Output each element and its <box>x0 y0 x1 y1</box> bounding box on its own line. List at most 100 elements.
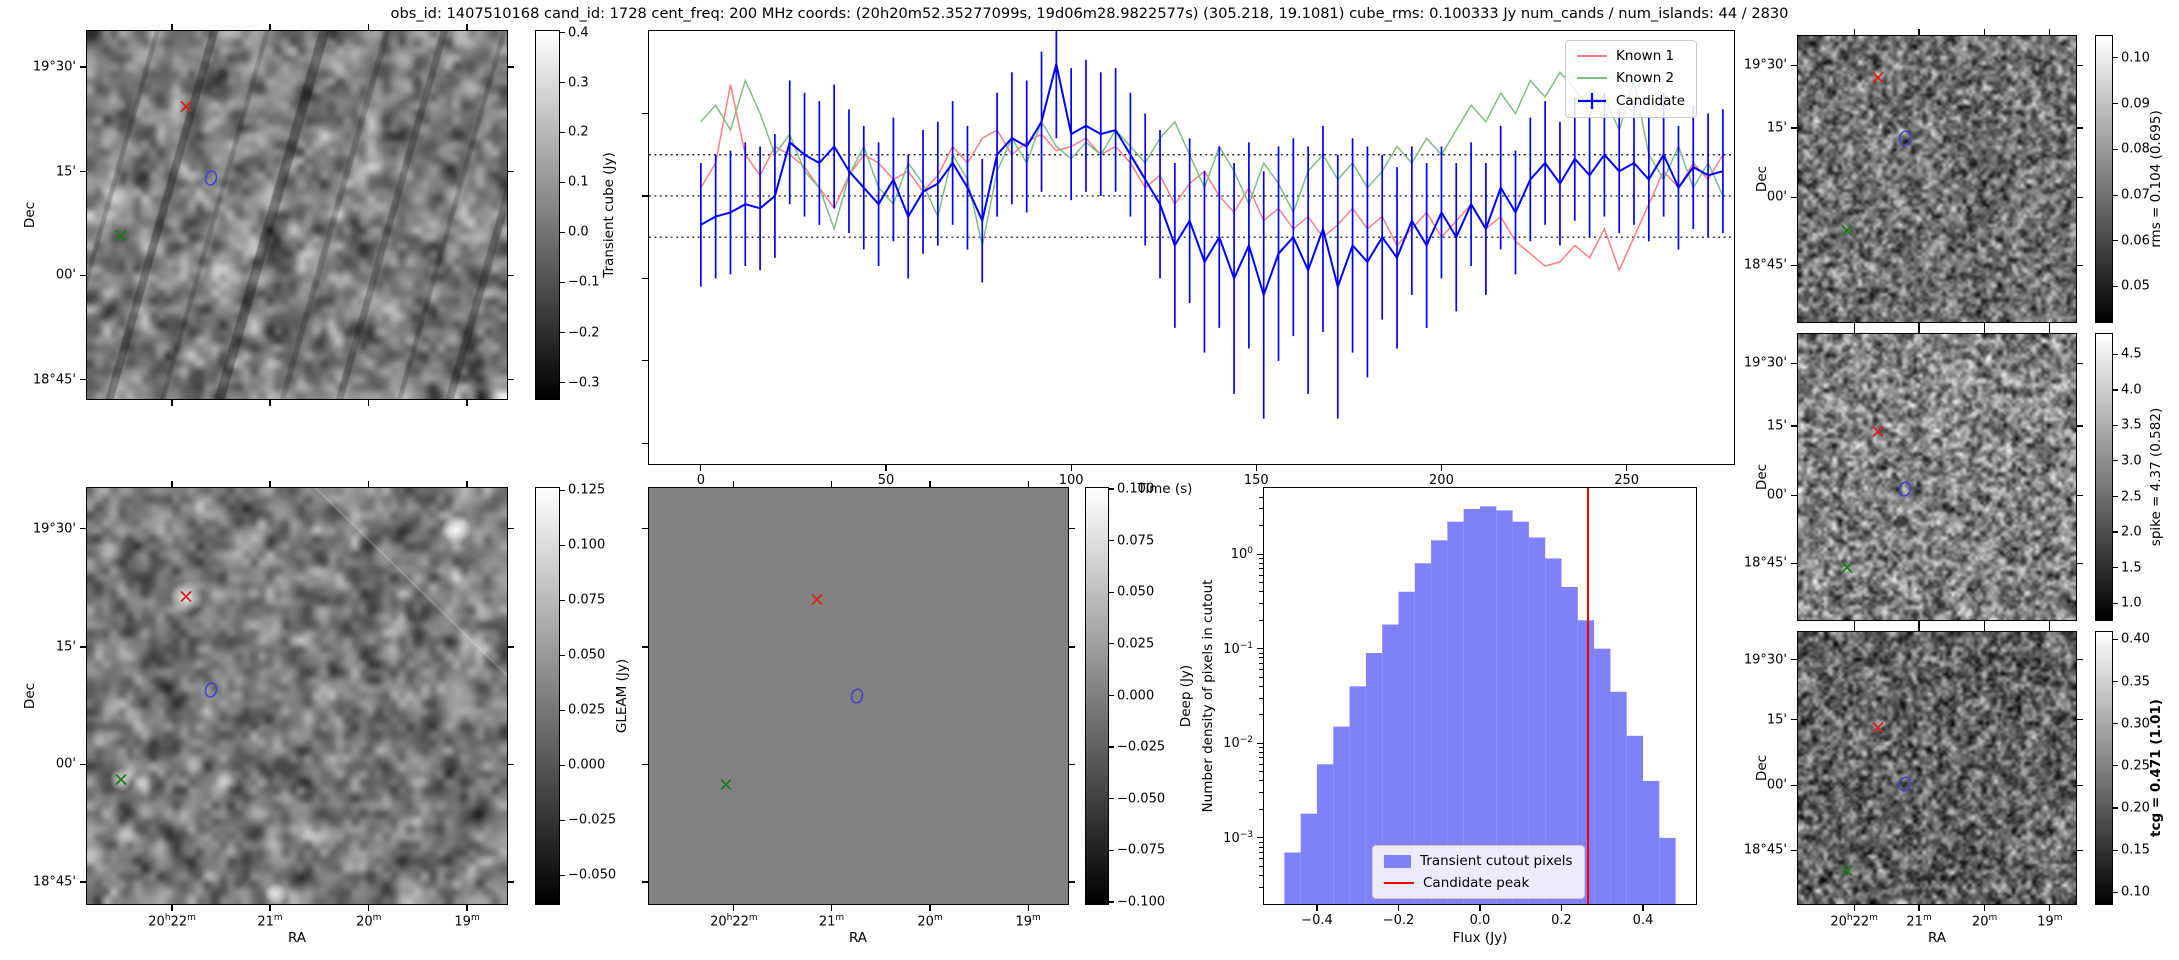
tick-mark <box>1069 528 1075 530</box>
legend-entry-known2: Known 2 <box>1577 70 1685 86</box>
tick-label: 3.0 <box>2121 453 2142 469</box>
candidate-ring-marker <box>849 686 865 709</box>
tick-mark <box>1853 327 1855 333</box>
tick-mark <box>642 195 648 197</box>
histogram-bar <box>1659 837 1676 904</box>
tick-mark <box>2049 621 2051 627</box>
tick-mark <box>560 819 565 821</box>
tick-mark <box>1027 481 1029 487</box>
tick-label: 19m <box>2037 913 2063 930</box>
tick-mark <box>1259 747 1263 749</box>
deep-colorbar <box>1085 487 1109 905</box>
tick-label: 0.30 <box>2121 716 2150 732</box>
tick-label: 21m <box>1906 913 1932 930</box>
tick-mark <box>80 528 86 530</box>
known2-x-marker <box>1841 221 1853 240</box>
tick-mark <box>1918 905 1920 911</box>
tick-label: 4.5 <box>2121 346 2142 362</box>
ra-axis-label: RA <box>848 930 868 946</box>
tick-mark <box>1255 465 1257 471</box>
tick-mark <box>368 481 370 487</box>
tick-mark <box>642 646 648 648</box>
legend-entry-candidate-peak: Candidate peak <box>1384 875 1573 891</box>
tick-mark <box>1791 784 1797 786</box>
tick-mark <box>2113 57 2118 59</box>
known1-x-marker <box>180 97 192 116</box>
tick-label: 2.5 <box>2121 489 2142 505</box>
known2-x-marker <box>1841 558 1853 577</box>
tick-mark <box>1259 557 1263 559</box>
tick-mark <box>466 905 468 911</box>
time-axis-label: Time (s) <box>1137 481 1193 497</box>
candidate-ring-marker <box>203 168 219 191</box>
tick-mark <box>1918 323 1920 329</box>
tick-mark <box>1069 646 1075 648</box>
tick-label: 0.075 <box>568 592 606 608</box>
legend-label: Transient cutout pixels <box>1420 853 1573 869</box>
tick-mark <box>1259 751 1263 753</box>
known1-x-marker <box>180 587 192 606</box>
tick-mark <box>80 66 86 68</box>
tick-mark <box>2077 64 2083 66</box>
tick-mark <box>1259 591 1263 593</box>
tick-mark <box>1259 858 1263 860</box>
tick-mark <box>642 528 648 530</box>
tick-label: 19°30' <box>1743 57 1787 73</box>
gleam-colorbar-label: GLEAM (Jy) <box>614 658 630 734</box>
errorbar-glyph-icon <box>1578 93 1606 110</box>
tick-mark <box>2113 148 2118 150</box>
tick-mark <box>466 24 468 30</box>
tick-mark <box>1259 603 1263 605</box>
tick-mark <box>466 481 468 487</box>
lightcurve-series <box>700 63 1724 299</box>
tick-label: −0.2 <box>568 325 600 341</box>
tick-label: 00' <box>55 756 76 772</box>
histogram-bar <box>1447 521 1464 904</box>
tick-mark <box>2049 905 2051 911</box>
tick-mark <box>2113 102 2118 105</box>
tick-label: −0.1 <box>568 274 600 290</box>
tick-mark <box>2113 807 2118 809</box>
tick-mark <box>1109 643 1114 645</box>
rms-colorbar <box>2095 35 2113 323</box>
tick-mark <box>171 905 173 911</box>
tick-label: 18°45' <box>32 372 76 388</box>
tick-label: 0.125 <box>568 482 606 498</box>
tick-mark <box>929 481 931 487</box>
dec-axis-label: Dec <box>1754 165 1770 193</box>
tick-mark <box>508 763 514 765</box>
tick-mark <box>1259 676 1263 678</box>
tick-label: 00' <box>55 267 76 283</box>
tick-mark <box>830 905 833 911</box>
tick-mark <box>508 646 514 648</box>
tick-mark <box>1259 757 1263 759</box>
tick-mark <box>1069 881 1075 883</box>
tick-mark <box>1918 29 1920 35</box>
histogram-bar <box>1545 558 1562 904</box>
histogram-bar <box>1333 726 1350 904</box>
tick-mark <box>560 181 565 184</box>
tick-label: 0.025 <box>568 702 606 718</box>
tick-mark <box>1109 798 1114 800</box>
tick-label: 0.000 <box>568 757 606 773</box>
lightcurve-plot <box>649 31 1734 419</box>
tick-label: 0.1 <box>568 174 589 190</box>
tick-mark <box>1397 905 1400 911</box>
candidate-ring-marker <box>1897 774 1913 797</box>
tick-label: 20m <box>917 913 943 930</box>
tick-mark <box>80 646 86 648</box>
tick-label: 0.06 <box>2121 233 2150 249</box>
tick-label: 0.25 <box>2121 758 2150 774</box>
candidate-ring-marker <box>1897 129 1913 152</box>
tick-label: 0.050 <box>1117 584 1155 600</box>
tick-mark <box>2077 659 2083 661</box>
tick-mark <box>929 905 931 911</box>
tick-label: 20h22m <box>148 913 196 930</box>
ra-axis-label: RA <box>287 930 307 946</box>
known1-x-marker <box>1872 69 1884 88</box>
tick-mark <box>1791 718 1797 721</box>
tick-mark <box>508 66 514 68</box>
tick-mark <box>1259 508 1263 510</box>
gleam-colorbar <box>535 487 560 905</box>
